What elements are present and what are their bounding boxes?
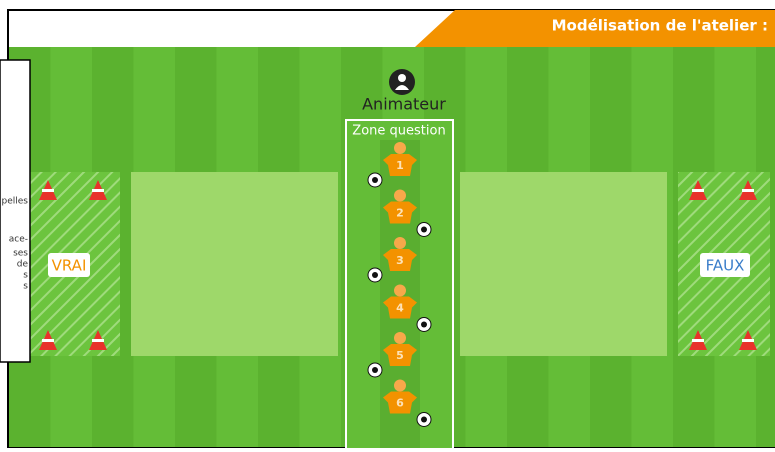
player-number: 2	[396, 207, 404, 220]
side-note-line: de	[17, 260, 29, 270]
ball-patch	[372, 177, 378, 183]
cone-stripe	[92, 339, 104, 342]
vrai-label: VRAI	[52, 257, 87, 275]
ball-patch	[372, 272, 378, 278]
cone-stripe	[692, 189, 704, 192]
animator-label: Animateur	[362, 95, 446, 114]
player-head	[394, 332, 406, 344]
ball-patch	[372, 367, 378, 373]
side-note-line: s	[23, 282, 28, 292]
side-note-line: s	[23, 271, 28, 281]
player-number: 5	[396, 349, 404, 362]
ball-patch	[421, 322, 427, 328]
player-number: 1	[396, 159, 404, 172]
faux-label: FAUX	[706, 257, 745, 275]
player-head	[394, 142, 406, 154]
player-number: 4	[396, 302, 404, 315]
player-number: 6	[396, 397, 404, 410]
cone-stripe	[742, 189, 754, 192]
cone-stripe	[42, 339, 54, 342]
ball-patch	[421, 417, 427, 423]
player-head	[394, 285, 406, 297]
player-number: 3	[396, 254, 404, 267]
header-title: Modélisation de l'atelier :	[552, 17, 768, 35]
side-note-line: pelles	[2, 197, 29, 207]
cone-stripe	[742, 339, 754, 342]
cone-stripe	[42, 189, 54, 192]
side-note-line: ses	[13, 249, 28, 259]
player-head	[394, 380, 406, 392]
cone-stripe	[692, 339, 704, 342]
zone-label: Zone question	[352, 124, 445, 139]
ball-patch	[421, 227, 427, 233]
left-area	[131, 172, 338, 356]
animator-icon-head	[398, 74, 406, 82]
side-note-line: ace-	[9, 235, 28, 245]
player-head	[394, 190, 406, 202]
player-head	[394, 237, 406, 249]
right-area	[460, 172, 667, 356]
side-note	[0, 60, 30, 362]
cone-stripe	[92, 189, 104, 192]
page: Modélisation de l'atelier : VRAI FAUX Zo…	[0, 0, 775, 448]
